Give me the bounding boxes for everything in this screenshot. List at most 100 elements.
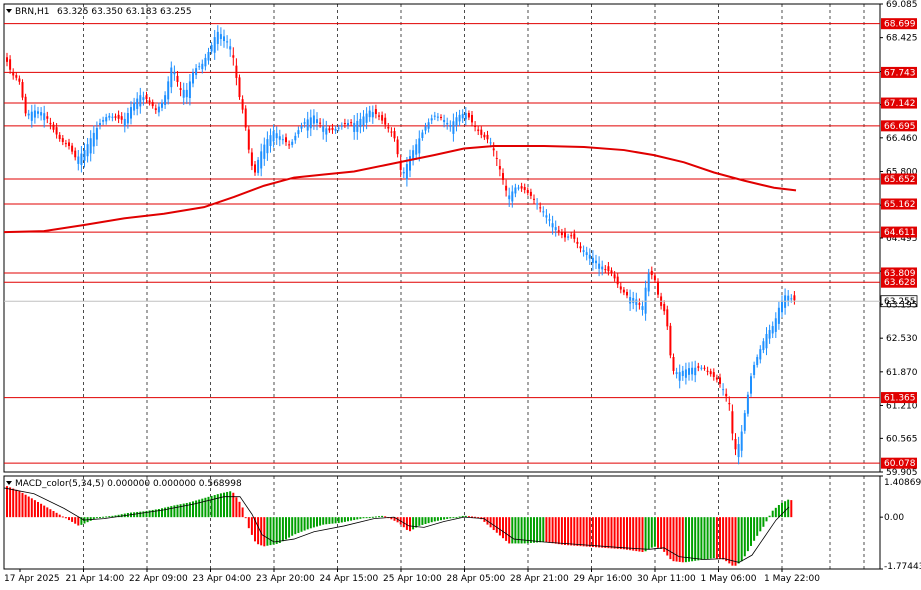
candle-body [387,126,390,129]
candle-body [130,107,132,119]
macd-bar [173,505,176,518]
macd-bar [368,517,371,519]
candle-body [712,372,715,377]
macd-bar [161,508,163,518]
candle-body [495,157,498,159]
level-tag [881,66,917,78]
y-tick-label: 64.495 [886,234,918,244]
macd-bar [675,517,678,562]
macd-bar [99,517,101,519]
candle-body [681,370,684,377]
candle-body [142,97,145,101]
macd-bar [424,517,427,525]
macd-bar [514,517,517,544]
macd-bar [133,512,136,518]
candle-body [567,236,570,238]
candle-body [384,117,387,125]
macd-bar [641,517,644,552]
y-tick-label: 65.800 [886,167,918,177]
macd-bar [511,517,514,544]
y-tick-label: 61.870 [886,368,918,378]
macd-bar [653,517,656,547]
indicator-label: MACD_color(5,34,5) 0.000000 0.000000 0.5… [15,479,242,489]
candle-body [539,207,542,209]
candle-body [619,286,622,290]
macd-bar [328,517,331,524]
macd-bar [154,509,157,518]
candle-body [210,45,213,52]
candle-body [167,81,170,100]
macd-y-label: 1.40869 [884,478,921,488]
candle-body [120,116,123,120]
candle-body [195,68,198,75]
level-tag-label: 63.809 [884,269,916,279]
macd-bar [564,517,566,545]
candle-body [362,116,365,126]
candle-body [294,135,297,141]
candle-body [213,37,216,53]
candle-body [46,116,49,119]
macd-bar [666,517,669,556]
candle-body [455,117,458,127]
candle-body [641,306,644,310]
macd-bar [117,514,120,518]
macd-bar [474,516,477,518]
macd-bar [731,517,734,566]
candle-body [232,55,235,58]
candle-body [269,135,272,146]
macd-bar [21,492,24,518]
candle-body [471,114,473,123]
level-tag [881,173,917,185]
candle-body [412,150,415,161]
candle-body [774,318,777,332]
candle-body [588,254,591,259]
macd-bar [285,517,287,540]
macd-bar [30,498,33,518]
candle-body [89,138,92,154]
candle-body [207,51,210,61]
horizontal-levels [4,23,880,464]
candle-body [653,275,656,281]
macd-bar [40,503,43,518]
candle-body [123,118,126,127]
candle-body [170,67,173,88]
macd-bar [688,517,690,562]
dropdown-triangle-icon[interactable] [6,9,12,13]
macd-bar [700,517,703,560]
macd-bar [762,517,765,527]
candle-body [126,113,129,124]
candle-body [771,326,774,334]
macd-bar [585,517,588,547]
macd-bar [613,517,616,549]
candle-body [523,187,526,190]
ma-line [3,144,797,234]
candle-body [694,367,697,376]
indicator-dropdown-icon[interactable] [6,481,12,485]
candle-body [260,151,263,169]
macd-bar [195,500,198,518]
candle-body [622,289,625,293]
candle-body [378,115,380,117]
candle-body [632,298,635,304]
level-tags: 68.699 67.743 67.142 66.695 65.652 65.162 64.6… [881,18,917,469]
candle-body [312,115,315,124]
vertical-gridlines [83,4,865,569]
candle-body [464,112,467,120]
level-tag [881,457,917,469]
candle-body [765,333,768,349]
macd-bar [402,517,405,528]
candle-body [64,143,67,145]
candle-body [272,131,275,142]
macd-bar [455,517,458,519]
candle-body [613,274,616,279]
macd-bar [331,517,334,524]
candle-body [148,100,151,103]
candle-body [161,102,163,108]
candle-body [68,142,70,146]
macd-bar [269,517,272,546]
macd-bar [250,517,253,535]
macd-bar [216,494,219,518]
candle-body [288,144,291,146]
last-price-line: 63.255 [4,295,918,307]
